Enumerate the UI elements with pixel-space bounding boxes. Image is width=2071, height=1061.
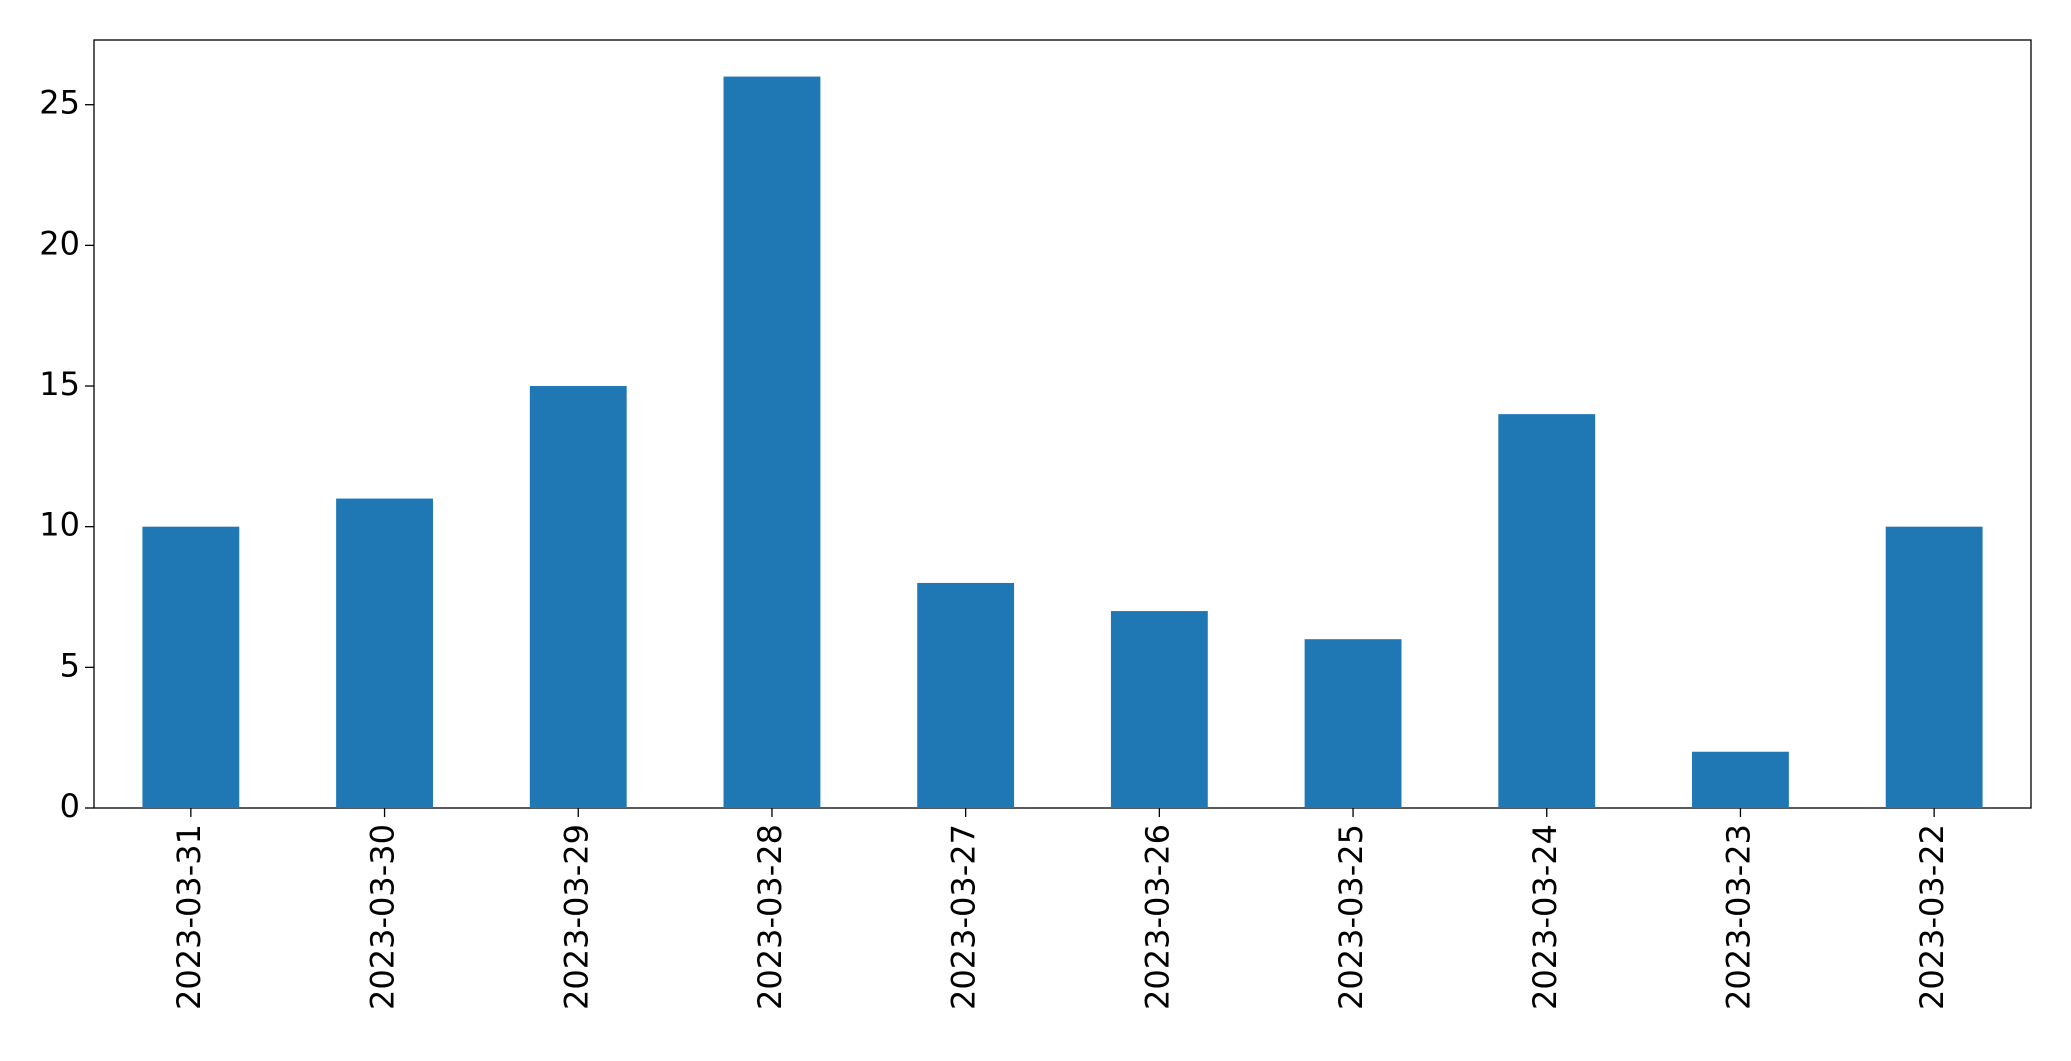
- bar: [917, 582, 1015, 808]
- bar: [529, 386, 627, 808]
- y-tick-label: 20: [39, 224, 80, 262]
- bar: [1885, 526, 1983, 808]
- y-tick-label: 0: [60, 787, 80, 825]
- y-tick-label: 10: [39, 506, 80, 544]
- x-tick-label: 2023-03-24: [1526, 824, 1564, 1010]
- bar: [1692, 751, 1789, 808]
- y-tick-label: 5: [60, 646, 80, 684]
- bar: [142, 526, 240, 808]
- axes-frame: [93, 39, 2032, 809]
- x-tick-label: 2023-03-22: [1913, 824, 1951, 1010]
- bar: [1110, 611, 1208, 808]
- x-tick-label: 2023-03-28: [751, 824, 789, 1010]
- x-tick-label: 2023-03-23: [1719, 824, 1757, 1010]
- bar: [723, 76, 821, 809]
- y-tick-label: 15: [39, 365, 80, 403]
- bar: [336, 498, 433, 808]
- x-tick-label: 2023-03-26: [1138, 824, 1176, 1010]
- bar: [1304, 639, 1402, 808]
- x-tick-label: 2023-03-29: [557, 824, 595, 1010]
- bar: [1498, 414, 1596, 808]
- x-tick-label: 2023-03-25: [1332, 824, 1370, 1010]
- x-tick-label: 2023-03-30: [364, 824, 402, 1010]
- y-tick-label: 25: [39, 84, 80, 122]
- x-tick-label: 2023-03-27: [945, 824, 983, 1010]
- x-tick-label: 2023-03-31: [170, 824, 208, 1010]
